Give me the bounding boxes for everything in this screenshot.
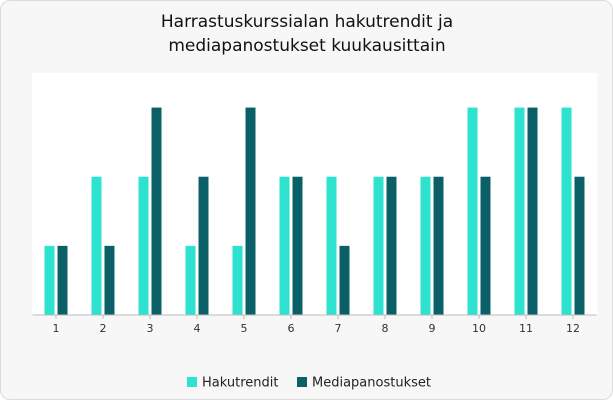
bar [198, 176, 209, 315]
x-tick-label: 7 [335, 322, 342, 335]
bar [104, 245, 115, 315]
bar [151, 107, 162, 315]
bar [57, 245, 68, 315]
x-tick-label: 4 [194, 322, 201, 335]
bar [514, 107, 525, 315]
x-tick-label: 10 [472, 322, 486, 335]
x-tick-label: 1 [53, 322, 60, 335]
bar [373, 176, 384, 315]
legend-label: Mediapanostukset [312, 376, 431, 391]
bar [339, 245, 350, 315]
x-tick-label: 3 [147, 322, 154, 335]
bar [574, 176, 585, 315]
x-tick-label: 12 [566, 322, 580, 335]
x-tick-label: 5 [241, 322, 248, 335]
bar [527, 107, 538, 315]
plot-area [32, 73, 597, 315]
bar [232, 245, 243, 315]
legend-label: Hakutrendit [202, 376, 278, 391]
legend: Hakutrendit Mediapanostukset [187, 376, 431, 391]
bar [433, 176, 444, 315]
bar [292, 176, 303, 315]
bar [245, 107, 256, 315]
bar [386, 176, 397, 315]
legend-swatch [297, 377, 307, 387]
bar [467, 107, 478, 315]
x-tick-label: 9 [429, 322, 436, 335]
bar [138, 176, 149, 315]
x-tick-label: 11 [519, 322, 533, 335]
bar [561, 107, 572, 315]
bar [420, 176, 431, 315]
bar [44, 245, 55, 315]
bar [480, 176, 491, 315]
x-tick-label: 2 [100, 322, 107, 335]
legend-swatch [187, 377, 197, 387]
x-tick-label: 8 [382, 322, 389, 335]
x-tick-label: 6 [288, 322, 295, 335]
bar [279, 176, 290, 315]
bar [326, 176, 337, 315]
bar [185, 245, 196, 315]
chart-title: Harrastuskurssialan hakutrendit ja media… [160, 12, 454, 56]
bar [91, 176, 102, 315]
